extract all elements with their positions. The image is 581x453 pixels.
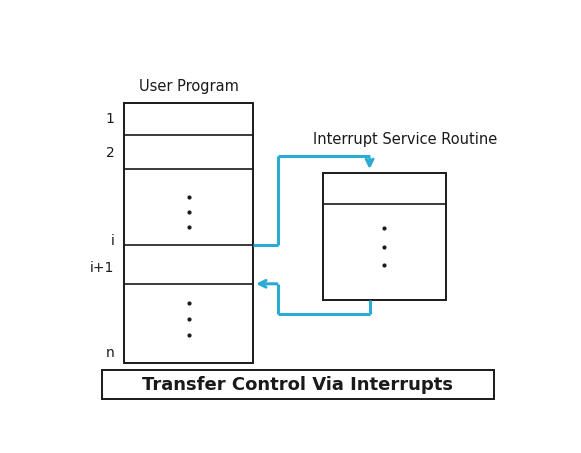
Text: i: i (110, 234, 114, 248)
Text: Interrupt Service Routine: Interrupt Service Routine (313, 132, 497, 147)
Text: 2: 2 (106, 145, 114, 159)
Text: Transfer Control Via Interrupts: Transfer Control Via Interrupts (142, 376, 453, 394)
Text: User Program: User Program (139, 79, 239, 95)
Bar (124, 103, 253, 363)
Text: 1: 1 (106, 112, 114, 126)
Bar (322, 173, 446, 300)
Bar (102, 371, 494, 399)
Text: n: n (106, 346, 114, 360)
Text: i+1: i+1 (90, 261, 114, 275)
